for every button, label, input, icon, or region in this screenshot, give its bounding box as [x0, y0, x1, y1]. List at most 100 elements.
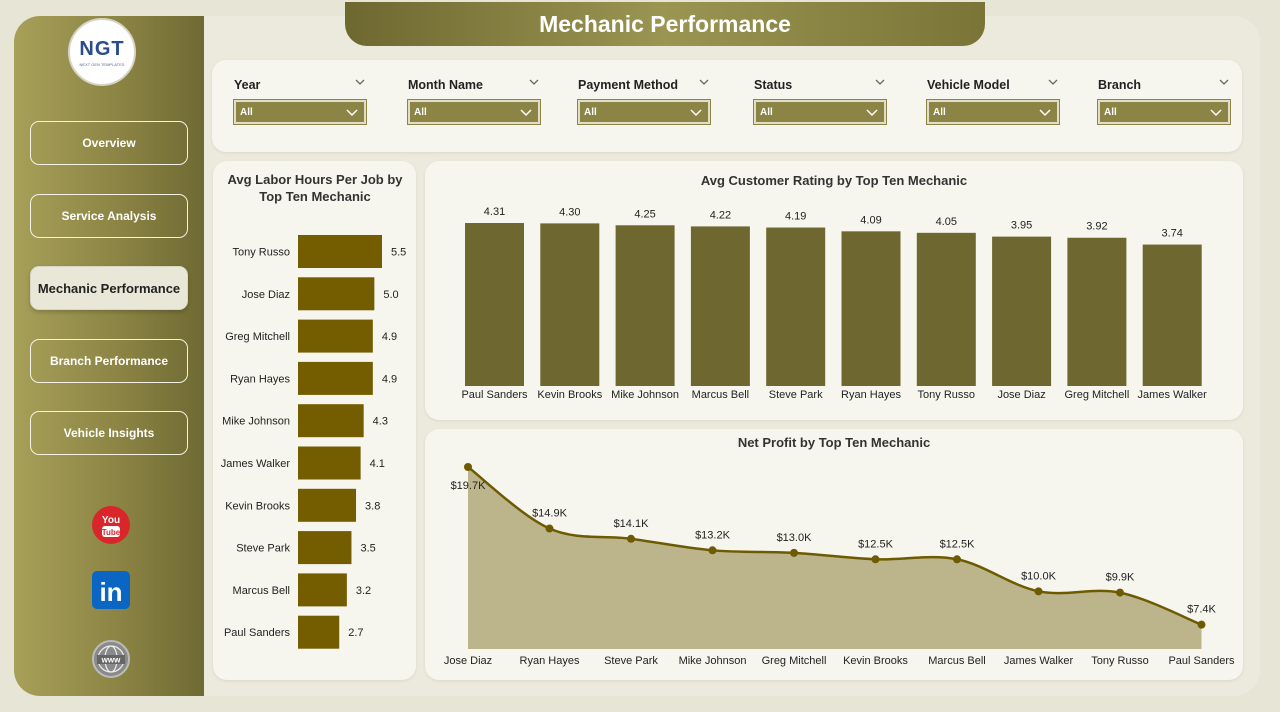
bar-value-label: 4.19 — [785, 211, 806, 223]
point-value-label: $7.4K — [1187, 604, 1216, 616]
point-value-label: $13.2K — [695, 529, 731, 541]
bar-category-label: Greg Mitchell — [225, 331, 290, 343]
linkedin-icon[interactable]: in — [91, 570, 131, 610]
bar-value-label: 5.0 — [383, 289, 398, 301]
data-point — [790, 548, 798, 557]
point-category-label: Mike Johnson — [679, 655, 747, 667]
filter-year-select[interactable]: All — [233, 99, 367, 125]
bar-category-label: Kevin Brooks — [537, 389, 602, 401]
filter-year-label: Year — [234, 78, 261, 92]
nav-branch-performance-button[interactable]: Branch Performance — [30, 339, 188, 383]
point-category-label: Marcus Bell — [928, 655, 985, 667]
chevron-down-icon — [1039, 109, 1051, 117]
point-category-label: Steve Park — [604, 655, 658, 667]
point-value-label: $14.1K — [614, 518, 650, 530]
bar-category-label: Marcus Bell — [692, 389, 749, 401]
bar — [298, 531, 352, 565]
filters-panel: Year All Month Name All Payment Method A… — [212, 60, 1242, 152]
bar-value-label: 2.7 — [348, 627, 363, 639]
bar — [298, 573, 347, 607]
bar — [992, 236, 1052, 386]
nav-service-analysis-button[interactable]: Service Analysis — [30, 194, 188, 238]
filter-payment-select[interactable]: All — [577, 99, 711, 125]
bar-category-label: Tony Russo — [918, 389, 975, 401]
bar-value-label: 4.25 — [634, 208, 655, 220]
filter-vehicle-model-label: Vehicle Model — [927, 78, 1010, 92]
chevron-down-icon[interactable] — [1047, 76, 1059, 88]
bar-category-label: Jose Diaz — [997, 389, 1045, 401]
bar-value-label: 4.22 — [710, 209, 731, 221]
data-point — [1197, 620, 1206, 629]
bar — [298, 615, 340, 649]
data-point — [545, 524, 554, 533]
bar — [841, 231, 901, 386]
bar-category-label: James Walker — [1138, 389, 1208, 401]
point-value-label: $12.5K — [940, 538, 976, 550]
nav-vehicle-insights-button[interactable]: Vehicle Insights — [30, 411, 188, 455]
data-point — [871, 555, 880, 564]
net-profit-card: Net Profit by Top Ten Mechanic $19.7K Jos… — [425, 429, 1243, 680]
bar-value-label: 3.5 — [360, 543, 375, 555]
data-point — [627, 534, 635, 543]
net-profit-title: Net Profit by Top Ten Mechanic — [737, 435, 931, 450]
bar — [298, 446, 361, 480]
filter-status-label: Status — [754, 78, 793, 92]
filter-status-select[interactable]: All — [753, 99, 887, 125]
globe-icon[interactable]: www — [91, 639, 131, 679]
filter-vehicle-model-select[interactable]: All — [926, 99, 1060, 125]
point-category-label: Ryan Hayes — [520, 655, 580, 667]
bar-category-label: Jose Diaz — [242, 289, 290, 301]
chevron-down-icon — [690, 109, 702, 117]
youtube-icon[interactable]: You Tube — [91, 505, 131, 545]
bar-category-label: Kevin Brooks — [225, 500, 290, 512]
point-value-label: $10.0K — [1021, 570, 1057, 582]
bar-category-label: Greg Mitchell — [1065, 389, 1130, 401]
bar — [916, 232, 976, 386]
data-point — [708, 546, 717, 555]
point-category-label: Jose Diaz — [444, 655, 492, 667]
bar — [298, 488, 357, 522]
point-value-label: $13.0K — [777, 532, 813, 544]
bar-value-label: 4.09 — [860, 214, 881, 226]
point-category-label: Tony Russo — [1091, 655, 1148, 667]
bar-category-label: Mike Johnson — [611, 389, 679, 401]
bar — [298, 404, 364, 438]
logo-text: NGT — [79, 37, 125, 60]
point-value-label: $19.7K — [451, 480, 487, 492]
svg-text:You: You — [102, 515, 120, 526]
nav-mechanic-performance-button[interactable]: Mechanic Performance — [30, 266, 188, 310]
data-point — [1034, 587, 1043, 596]
bar-value-label: 5.5 — [391, 247, 406, 259]
point-category-label: James Walker — [1004, 655, 1074, 667]
filter-branch-select[interactable]: All — [1097, 99, 1231, 125]
point-category-label: Kevin Brooks — [843, 655, 908, 667]
bar-category-label: Ryan Hayes — [841, 389, 901, 401]
bar-category-label: Paul Sanders — [224, 627, 291, 639]
chevron-down-icon — [520, 109, 532, 117]
chevron-down-icon[interactable] — [354, 76, 366, 88]
data-point — [464, 463, 472, 471]
logo: NGT NEXT GEN TEMPLATES — [68, 18, 136, 86]
bar — [298, 361, 373, 395]
bar-category-label: Steve Park — [236, 543, 290, 555]
rating-chart: 4.31 Paul Sanders 4.30 Kevin Brooks 4.25 Mike… — [461, 206, 1208, 401]
filter-month-select[interactable]: All — [407, 99, 541, 125]
series-line — [467, 466, 1202, 626]
chevron-down-icon[interactable] — [698, 76, 710, 88]
point-value-label: $9.9K — [1106, 572, 1135, 584]
bar-value-label: 4.9 — [382, 331, 397, 343]
bar-value-label: 4.1 — [370, 458, 385, 470]
bar-value-label: 4.31 — [484, 206, 505, 218]
rating-title: Avg Customer Rating by Top Ten Mechanic — [700, 173, 968, 188]
nav-overview-button[interactable]: Overview — [30, 121, 188, 165]
bar-value-label: 3.8 — [365, 500, 380, 512]
chevron-down-icon — [1210, 109, 1222, 117]
data-point — [1116, 588, 1124, 597]
svg-text:Tube: Tube — [102, 528, 121, 537]
chevron-down-icon[interactable] — [874, 76, 886, 88]
chevron-down-icon[interactable] — [1218, 76, 1230, 88]
chevron-down-icon[interactable] — [528, 76, 540, 88]
labor-hours-title: Avg Labor Hours Per Job by Top Ten Mecha… — [227, 172, 403, 204]
bar — [298, 319, 373, 353]
svg-text:in: in — [99, 577, 122, 607]
